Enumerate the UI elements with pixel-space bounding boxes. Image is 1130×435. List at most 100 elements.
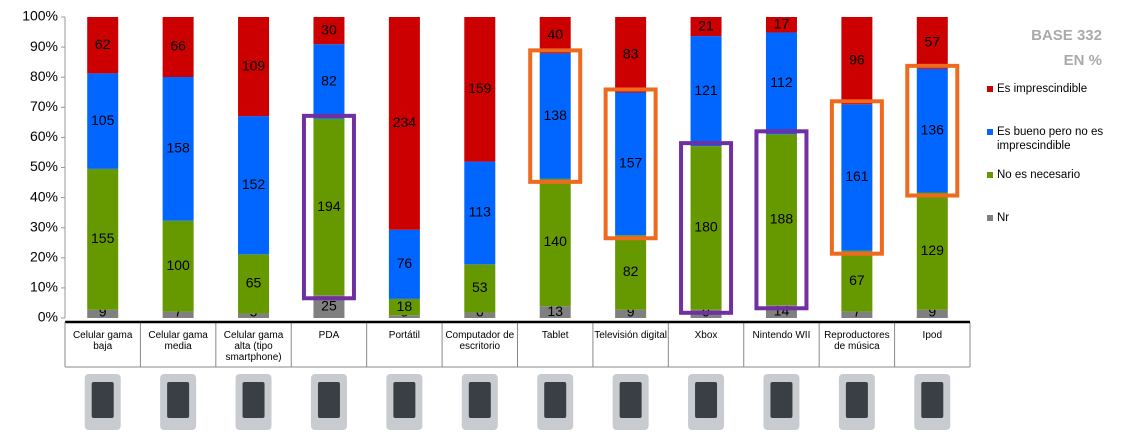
x-tick-label: Tablet xyxy=(541,330,569,341)
data-label: 57 xyxy=(925,34,941,50)
data-label: 17 xyxy=(774,15,790,31)
data-label: 13 xyxy=(547,303,563,319)
data-label: 158 xyxy=(166,140,190,156)
bar-segment xyxy=(87,168,119,310)
x-tick-label: Televisión digital xyxy=(594,330,668,341)
data-label: 65 xyxy=(246,275,262,291)
x-tick-label: Celular gama baja xyxy=(72,330,133,352)
data-label: 159 xyxy=(468,80,492,96)
legend-label: Es imprescindible xyxy=(997,83,1087,95)
x-tick-label: Celular gama alta (tipo smartphone) xyxy=(223,330,284,363)
bar-segment xyxy=(238,313,270,318)
x-tick-label: Nintendo WII xyxy=(752,330,811,341)
product-image-detail xyxy=(770,382,793,418)
y-tick-label: 20% xyxy=(30,249,58,265)
bar-segment xyxy=(690,17,722,37)
highlight-box xyxy=(754,129,809,311)
x-tick-label: Portátil xyxy=(388,330,420,341)
bar-segment xyxy=(539,17,571,54)
legend-label: Es bueno pero no es imprescindible xyxy=(997,126,1103,152)
data-label: 180 xyxy=(694,219,718,235)
data-label: 62 xyxy=(95,36,111,52)
data-label: 7 xyxy=(174,304,182,320)
data-label: 112 xyxy=(770,74,793,90)
bar-segment xyxy=(464,161,496,265)
data-label: 25 xyxy=(321,297,337,313)
data-label: 21 xyxy=(698,17,714,33)
data-label: 82 xyxy=(623,263,639,279)
bar-segment xyxy=(87,73,119,169)
data-label: 161 xyxy=(845,168,869,184)
bar-segment xyxy=(313,118,345,296)
product-image-detail xyxy=(91,382,114,418)
product-image-detail xyxy=(695,382,718,418)
product-image-detail xyxy=(242,382,265,418)
bar-segment xyxy=(539,53,571,179)
bar-segment xyxy=(162,220,194,312)
highlight-box xyxy=(905,63,960,198)
bar-segment xyxy=(916,309,948,318)
data-label: 109 xyxy=(242,57,266,73)
data-label: 9 xyxy=(928,304,936,320)
legend-swatch xyxy=(987,215,993,221)
product-image-detail xyxy=(167,382,190,418)
data-label: 30 xyxy=(321,21,337,37)
bar-segment xyxy=(539,306,571,318)
x-tick-label: Celular gama media xyxy=(148,330,208,352)
bar-segment xyxy=(615,235,647,310)
y-tick-label: 50% xyxy=(30,158,58,174)
data-label: 155 xyxy=(91,230,115,246)
bar-segment xyxy=(615,309,647,318)
data-label: 9 xyxy=(627,304,635,320)
data-label: 140 xyxy=(544,233,568,249)
bar-segment xyxy=(690,36,722,147)
y-tick-label: 40% xyxy=(30,188,58,204)
data-label: 96 xyxy=(849,51,865,67)
product-image-detail xyxy=(845,382,868,418)
y-tick-label: 100% xyxy=(22,8,58,24)
highlight-box xyxy=(528,48,583,184)
bar-segment xyxy=(615,92,647,236)
highlight-box xyxy=(603,87,658,241)
y-tick-label: 80% xyxy=(30,68,58,84)
x-tick-label: Ipod xyxy=(922,330,943,341)
annotation: EN % xyxy=(1064,52,1102,69)
bar-segment xyxy=(238,116,270,255)
x-tick-label: Computador de escritorio xyxy=(445,330,515,352)
data-label: 113 xyxy=(469,204,492,220)
data-label: 67 xyxy=(849,272,865,288)
bar-segment xyxy=(162,311,194,318)
bar-segment xyxy=(388,298,420,316)
product-image-detail xyxy=(317,382,340,418)
x-tick-label: PDA xyxy=(318,330,340,341)
data-label: 105 xyxy=(91,112,115,128)
data-label: 66 xyxy=(170,38,186,54)
legend-label: No es necesario xyxy=(997,169,1080,181)
bar-segment xyxy=(162,17,194,78)
data-label: 100 xyxy=(166,257,190,273)
bar-segment xyxy=(690,146,722,310)
product-image-detail xyxy=(921,382,944,418)
data-label: 53 xyxy=(472,279,488,295)
bar-segment xyxy=(388,229,420,299)
highlight-box xyxy=(829,99,884,256)
bar-segment xyxy=(916,17,948,69)
data-label: 188 xyxy=(770,210,794,226)
data-label: 121 xyxy=(694,82,718,98)
data-label: 194 xyxy=(317,198,341,214)
data-label: 7 xyxy=(853,304,861,320)
bar-segment xyxy=(87,17,119,74)
product-image-detail xyxy=(619,382,642,418)
legend-swatch xyxy=(987,129,993,135)
data-label: 136 xyxy=(921,121,945,137)
y-tick-label: 30% xyxy=(30,218,58,234)
x-tick-label: Reproductores de música xyxy=(824,330,890,352)
data-label: 40 xyxy=(547,26,563,42)
product-image-detail xyxy=(393,382,416,418)
y-tick-label: 90% xyxy=(30,38,58,54)
bar-segment xyxy=(916,68,948,193)
y-tick-label: 0% xyxy=(38,309,58,325)
y-tick-label: 60% xyxy=(30,128,58,144)
